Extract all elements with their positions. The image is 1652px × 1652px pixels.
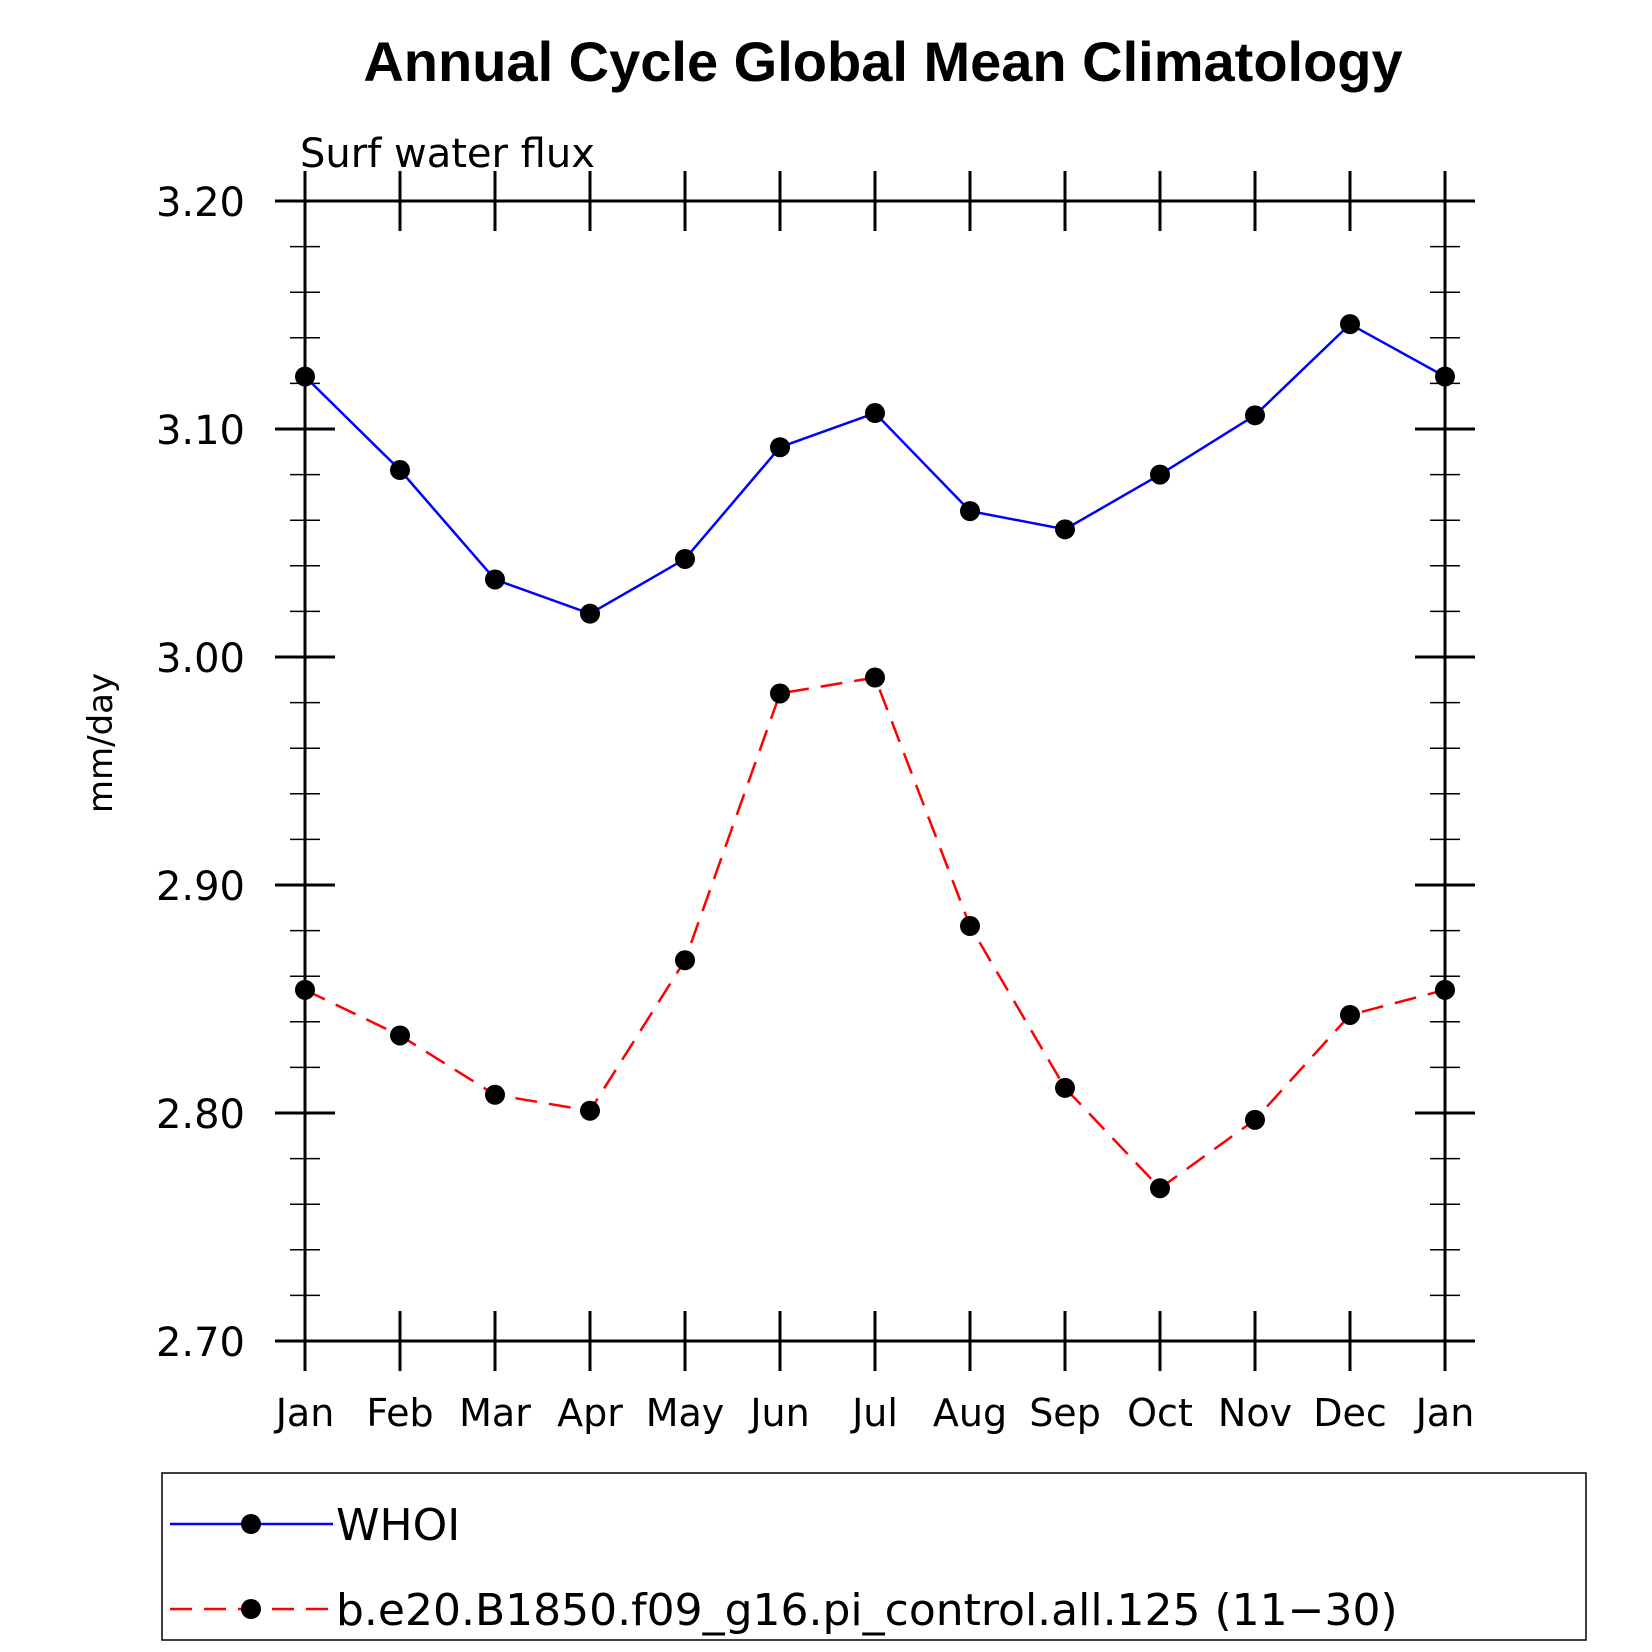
- x-tick-label: Nov: [1218, 1391, 1292, 1435]
- series-1-point: [580, 1100, 600, 1121]
- series-1-point: [1245, 1109, 1265, 1130]
- y-axis-label: mm/day: [81, 673, 121, 813]
- series-0-point: [1055, 519, 1075, 540]
- y-tick-label: 2.90: [156, 864, 245, 910]
- legend-label-0: WHOI: [336, 1500, 460, 1551]
- series-0-point: [390, 460, 410, 481]
- series-1-point: [960, 916, 980, 937]
- series-1-point: [295, 979, 315, 1000]
- series-1-point: [1150, 1178, 1170, 1199]
- legend-box: [161, 1472, 1587, 1641]
- x-tick-label: Oct: [1127, 1391, 1193, 1435]
- series-0-point: [295, 366, 315, 387]
- x-tick-label: Dec: [1313, 1391, 1387, 1435]
- series-0-point: [580, 603, 600, 624]
- series-0-point: [1245, 405, 1265, 426]
- plot-frame: [303, 199, 1447, 1343]
- chart-subtitle: Surf water flux: [300, 131, 595, 177]
- y-tick-label: 3.00: [156, 636, 245, 682]
- y-tick-label: 3.10: [156, 408, 245, 454]
- series-1-point: [865, 667, 885, 688]
- series-1-point: [1435, 979, 1455, 1000]
- series-1-point: [770, 683, 790, 704]
- series-1-point: [1340, 1004, 1360, 1025]
- x-tick-label: May: [646, 1391, 725, 1435]
- x-tick-label: Jan: [274, 1391, 335, 1435]
- legend-marker-0: [241, 1514, 261, 1534]
- chart-title: Annual Cycle Global Mean Climatology: [363, 30, 1402, 93]
- x-tick-label: Apr: [557, 1391, 623, 1435]
- series-1-point: [1055, 1077, 1075, 1098]
- series-0-point: [1340, 314, 1360, 335]
- series-0-point: [485, 569, 505, 590]
- series-line-1: [304, 676, 1446, 1190]
- x-tick-label: Aug: [933, 1391, 1007, 1435]
- series-0-point: [675, 548, 695, 569]
- x-tick-label: Jul: [850, 1391, 898, 1435]
- y-tick-label: 2.80: [156, 1092, 245, 1138]
- y-tick-label: 2.70: [156, 1320, 245, 1366]
- x-tick-label: Jan: [1414, 1391, 1475, 1435]
- series-1-point: [675, 950, 695, 971]
- legend-marker-1: [241, 1599, 261, 1619]
- x-tick-label: Sep: [1029, 1391, 1101, 1435]
- series-0-point: [770, 437, 790, 458]
- series-0-point: [1435, 366, 1455, 387]
- series-1-point: [390, 1025, 410, 1046]
- series-line-0: [304, 322, 1446, 616]
- series-0-point: [865, 403, 885, 424]
- series-1-point: [485, 1084, 505, 1105]
- x-tick-label: Jun: [748, 1391, 809, 1435]
- series-0-point: [960, 501, 980, 522]
- y-tick-label: 3.20: [156, 180, 245, 226]
- x-tick-label: Feb: [366, 1391, 433, 1435]
- x-tick-label: Mar: [459, 1391, 531, 1435]
- legend-label-1: b.e20.B1850.f09_g16.pi_control.all.125 (…: [336, 1585, 1398, 1636]
- series-0-point: [1150, 464, 1170, 485]
